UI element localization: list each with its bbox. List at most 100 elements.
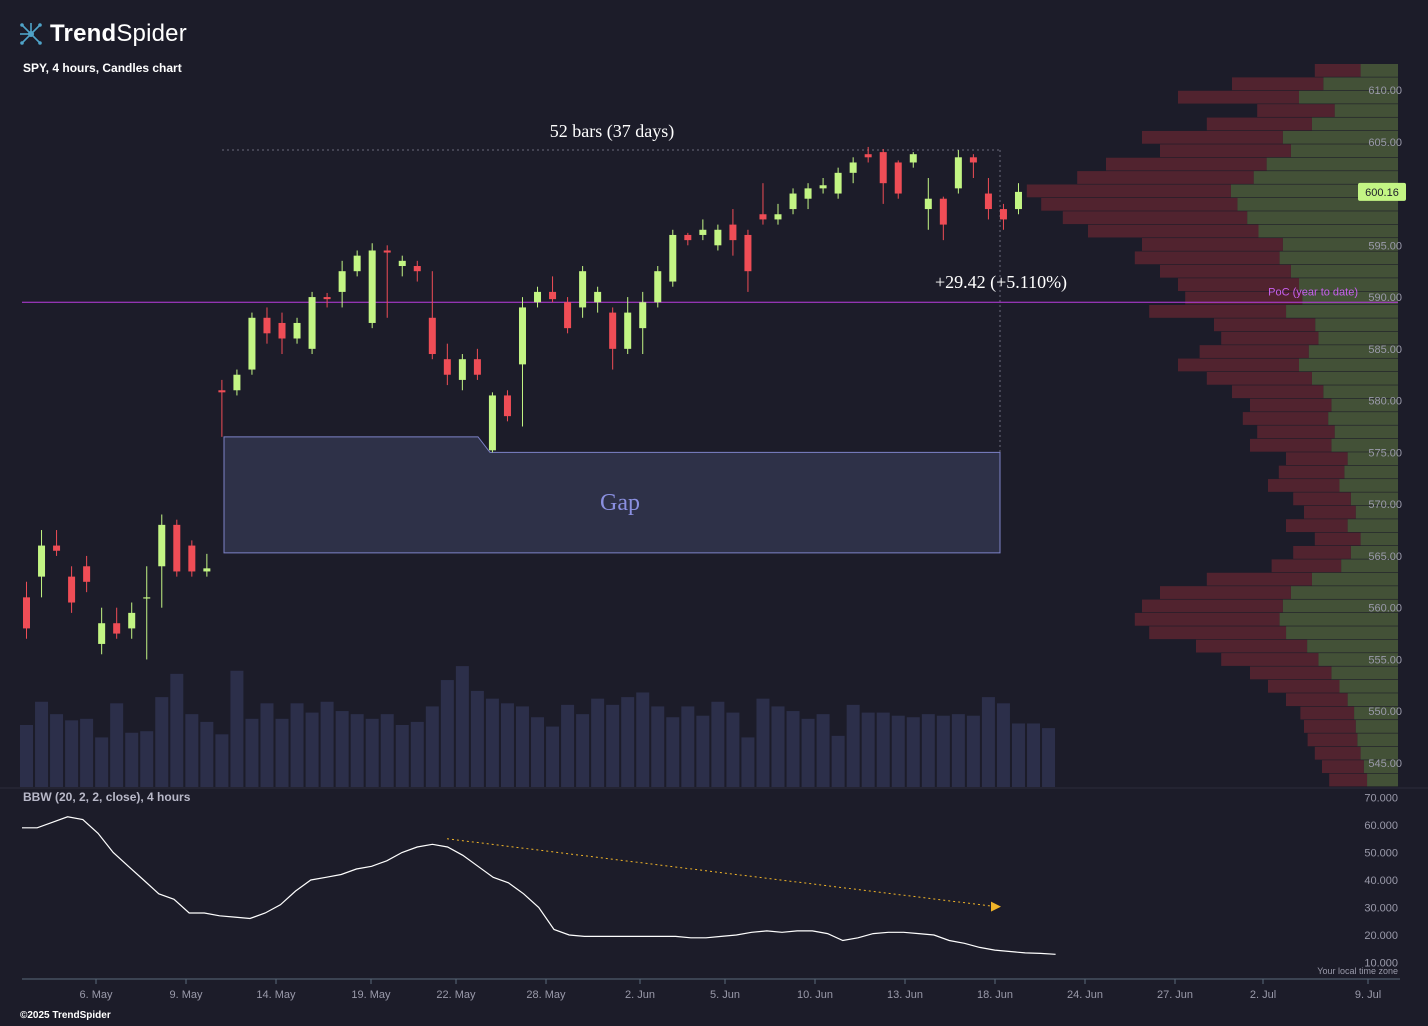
- candle-body: [83, 566, 91, 582]
- volume-profile-green-row: [1339, 679, 1398, 693]
- volume-bar: [245, 718, 259, 787]
- price-tick-label: 555.00: [1368, 654, 1402, 666]
- candle: [143, 566, 151, 660]
- volume-bars: [20, 666, 1056, 787]
- candle: [939, 196, 947, 241]
- candle: [218, 379, 226, 437]
- volume-bar: [861, 712, 875, 787]
- candle: [503, 390, 511, 422]
- volume-bar: [831, 735, 845, 787]
- volume-bar: [110, 703, 124, 787]
- candle-body: [323, 297, 331, 300]
- volume-profile-green-row: [1328, 412, 1398, 425]
- candles: [23, 146, 1022, 660]
- volume-bar: [335, 711, 349, 787]
- candle: [413, 260, 421, 282]
- indicator-title: BBW (20, 2, 2, close), 4 hours: [23, 790, 191, 804]
- candle: [594, 286, 602, 313]
- time-tick-label: 22. May: [436, 989, 476, 1001]
- volume-profile-green-row: [1350, 492, 1398, 506]
- volume-profile-red-row: [1026, 184, 1231, 198]
- time-tick-label: 13. Jun: [887, 989, 923, 1001]
- candle: [609, 307, 617, 370]
- volume-profile-green-row: [1318, 331, 1398, 345]
- spider-logo-icon: [20, 23, 42, 45]
- volume-profile-red-row: [1242, 412, 1329, 425]
- candle: [1014, 183, 1022, 215]
- candle: [68, 566, 76, 613]
- volume-profile-red-row: [1250, 398, 1332, 412]
- candle: [308, 291, 316, 355]
- volume-bar: [996, 703, 1010, 787]
- volume-profile-green-row: [1286, 626, 1398, 640]
- candle-body: [789, 193, 797, 210]
- volume-profile-red-row: [1304, 505, 1356, 519]
- candle-body: [1014, 191, 1022, 210]
- candle-body: [443, 359, 451, 375]
- volume-profile-green-row: [1357, 733, 1398, 747]
- volume-bar: [906, 717, 920, 787]
- candle-body: [398, 260, 406, 267]
- candle-body: [248, 317, 256, 370]
- candle-body: [203, 568, 211, 572]
- candle: [639, 291, 647, 355]
- volume-bar: [951, 714, 965, 787]
- volume-bar: [981, 697, 995, 787]
- copyright: ©2025 TrendSpider: [20, 1010, 111, 1021]
- candle: [278, 312, 286, 355]
- volume-profile-green-row: [1350, 546, 1398, 559]
- price-tick-label: 595.00: [1368, 240, 1402, 252]
- candle: [984, 178, 992, 220]
- volume-bar: [651, 706, 665, 787]
- volume-bar: [440, 680, 454, 787]
- bbw-trend-arrowhead: [991, 901, 1001, 912]
- volume-bar: [531, 717, 545, 787]
- volume-profile-green-row: [1253, 171, 1398, 184]
- candle-body: [729, 224, 737, 241]
- volume-profile-red-row: [1134, 612, 1280, 626]
- candle: [729, 209, 737, 256]
- candle-body: [383, 250, 391, 253]
- candle-body: [338, 271, 346, 292]
- candle-body: [413, 266, 421, 272]
- bbw-tick-label: 30.000: [1364, 903, 1398, 915]
- volume-profile-green-row: [1331, 438, 1398, 452]
- price-tick-label: 580.00: [1368, 396, 1402, 408]
- candle: [759, 183, 767, 225]
- time-tick-label: 2. Jul: [1250, 989, 1276, 1001]
- volume-profile-red-row: [1300, 706, 1355, 720]
- candle: [128, 602, 136, 639]
- time-tick-label: 14. May: [256, 989, 296, 1001]
- range-bars-label: 52 bars (37 days): [550, 121, 674, 142]
- candle: [834, 167, 842, 199]
- volume-profile-green-row: [1355, 505, 1398, 519]
- volume-bar: [155, 697, 169, 787]
- volume-profile-red-row: [1142, 238, 1283, 251]
- gap-zone: [223, 436, 1001, 554]
- last-price-badge: [1358, 182, 1406, 201]
- candle: [293, 317, 301, 344]
- volume-profile-red-row: [1250, 666, 1332, 680]
- candle: [654, 266, 662, 308]
- volume-profile-red-row: [1257, 425, 1335, 439]
- volume-profile-green-row: [1299, 278, 1398, 292]
- candle: [38, 530, 46, 598]
- volume-bar: [425, 706, 439, 787]
- volume-bar: [726, 712, 740, 787]
- candle-body: [939, 198, 947, 225]
- volume-profile-green-row: [1282, 238, 1398, 251]
- volume-profile-red-row: [1062, 211, 1248, 225]
- volume-bar: [455, 666, 469, 787]
- volume-bar: [80, 718, 94, 787]
- volume-bar: [65, 720, 79, 787]
- volume-profile-green-row: [1266, 157, 1398, 171]
- volume-bar: [215, 734, 229, 787]
- volume-bar: [485, 698, 499, 787]
- volume-profile-green-row: [1347, 519, 1398, 533]
- candle: [924, 178, 932, 230]
- volume-profile-green-row: [1311, 117, 1398, 131]
- candle: [368, 243, 376, 329]
- volume-bar: [260, 703, 274, 787]
- timezone-note[interactable]: Your local time zone: [1317, 966, 1398, 976]
